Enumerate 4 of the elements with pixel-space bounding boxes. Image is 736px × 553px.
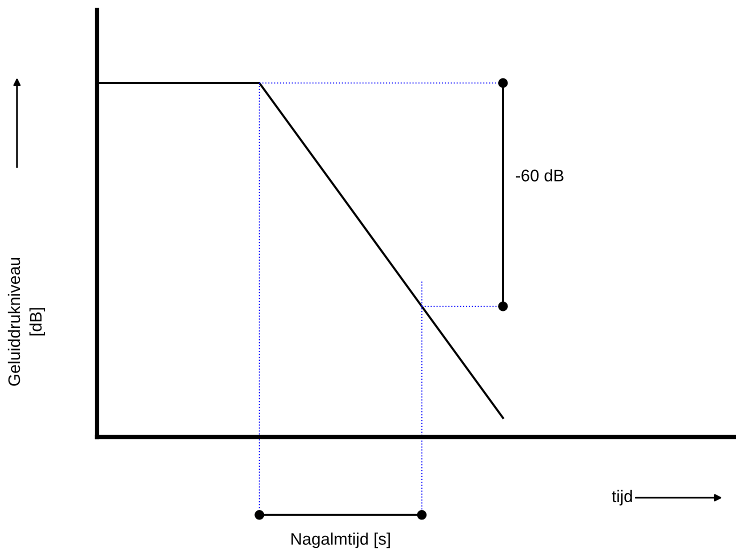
y-axis-title: Geluiddrukniveau [dB] <box>8 258 45 386</box>
text: Nagalmtijd [s] <box>291 532 390 548</box>
text: tijd <box>612 490 632 506</box>
annotation: -60 dB <box>516 169 564 182</box>
